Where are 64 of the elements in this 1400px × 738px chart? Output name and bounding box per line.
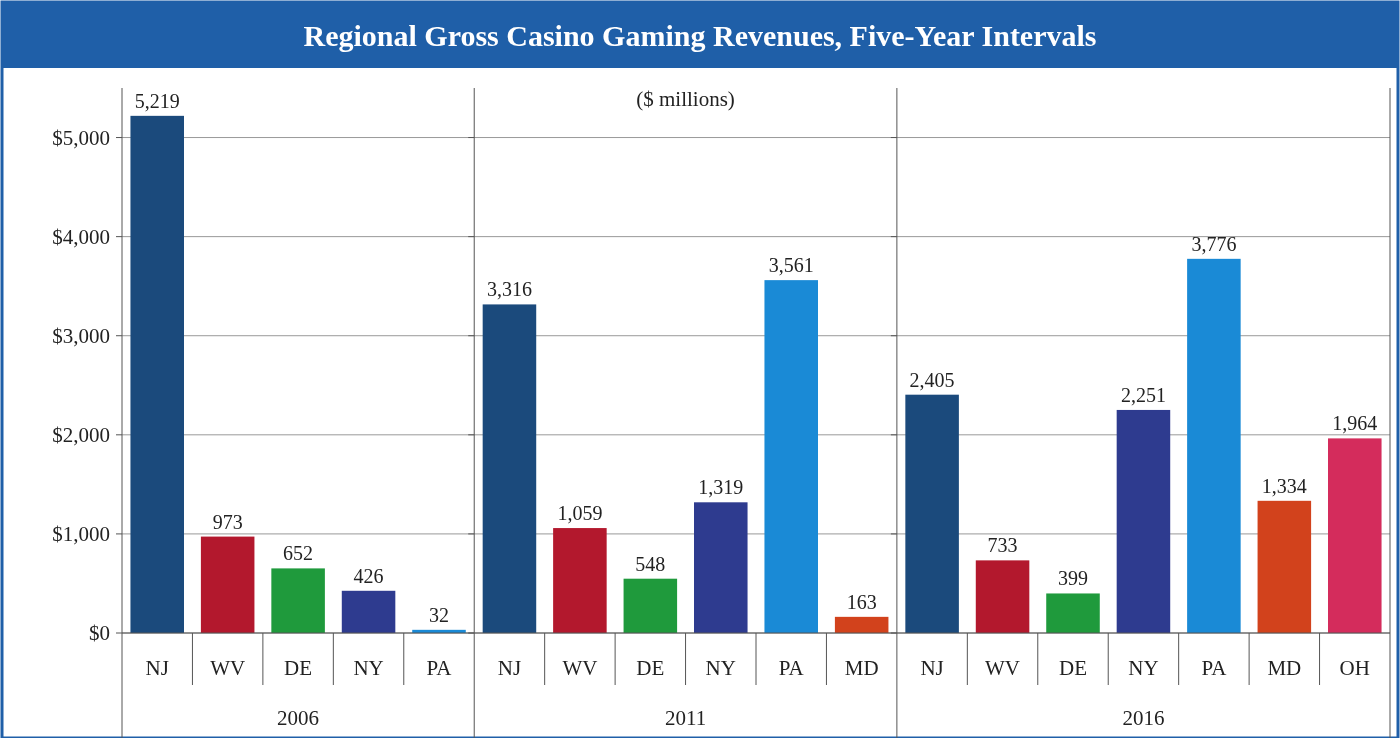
x-tick-label: DE	[1059, 656, 1087, 680]
data-label: 2,405	[909, 368, 955, 391]
y-tick-label: $4,000	[52, 224, 110, 249]
bar	[130, 115, 184, 633]
data-label: 548	[635, 552, 666, 575]
y-tick-label: $3,000	[52, 323, 110, 348]
data-label: 3,316	[486, 278, 532, 301]
x-tick-label: WV	[210, 656, 246, 680]
data-label: 973	[212, 510, 243, 533]
x-tick-label: NY	[705, 656, 736, 680]
data-label: 1,319	[698, 476, 744, 499]
data-label: 1,059	[557, 502, 603, 525]
data-label: 733	[987, 534, 1018, 557]
x-axis-title: 2016	[1122, 706, 1165, 730]
data-label: 399	[1058, 567, 1088, 590]
data-label: 32	[429, 603, 449, 626]
data-label: 1,964	[1332, 412, 1378, 435]
x-tick-label: MD	[1267, 656, 1302, 680]
y-tick-label: $0	[89, 621, 110, 645]
chart-subtitle: ($ millions)	[636, 87, 735, 111]
x-tick-label: WV	[985, 656, 1021, 680]
x-tick-label: NJ	[497, 656, 522, 680]
bar	[834, 616, 889, 633]
x-tick-label: WV	[562, 656, 598, 680]
bar	[905, 394, 959, 633]
text: Regional Gross Casino Gaming Revenues, Five-Year Intervals	[303, 19, 1097, 52]
bar	[271, 568, 325, 633]
x-tick-label: OH	[1339, 656, 1370, 680]
x-tick-label: NJ	[920, 656, 944, 680]
y-tick-label: $2,000	[52, 422, 110, 447]
x-axis-title: 2006	[277, 706, 320, 730]
data-label: 3,776	[1191, 232, 1237, 255]
x-tick-label: DE	[284, 656, 313, 680]
data-label: 3,561	[768, 254, 814, 277]
x-tick-label: NY	[353, 656, 384, 680]
bar	[1116, 409, 1171, 633]
data-label: 652	[283, 542, 314, 565]
data-label: 5,219	[134, 89, 180, 112]
bar	[200, 536, 255, 633]
x-tick-label: PA	[426, 656, 453, 680]
bar	[1257, 500, 1312, 633]
x-axis-title: 2011	[664, 706, 707, 730]
data-label: 163	[846, 590, 877, 613]
bar	[975, 560, 1030, 633]
bar	[694, 502, 748, 633]
x-tick-label: PA	[778, 656, 805, 680]
y-tick-label: $5,000	[52, 125, 110, 150]
bar	[623, 578, 678, 633]
x-tick-label: NJ	[145, 656, 169, 680]
bar	[764, 280, 818, 633]
data-label: 426	[353, 564, 384, 587]
bar	[553, 528, 607, 633]
bar	[341, 590, 396, 633]
x-tick-label: PA	[1201, 656, 1228, 680]
x-tick-label: NY	[1128, 656, 1159, 680]
x-tick-label: DE	[636, 656, 665, 680]
data-label: 2,251	[1120, 383, 1166, 406]
data-label: 1,334	[1261, 474, 1307, 497]
bar	[1046, 593, 1100, 633]
bar	[482, 304, 537, 633]
y-tick-label: $1,000	[52, 521, 110, 546]
bar	[1187, 258, 1241, 633]
bar	[1328, 438, 1382, 633]
x-tick-label: MD	[844, 656, 879, 680]
